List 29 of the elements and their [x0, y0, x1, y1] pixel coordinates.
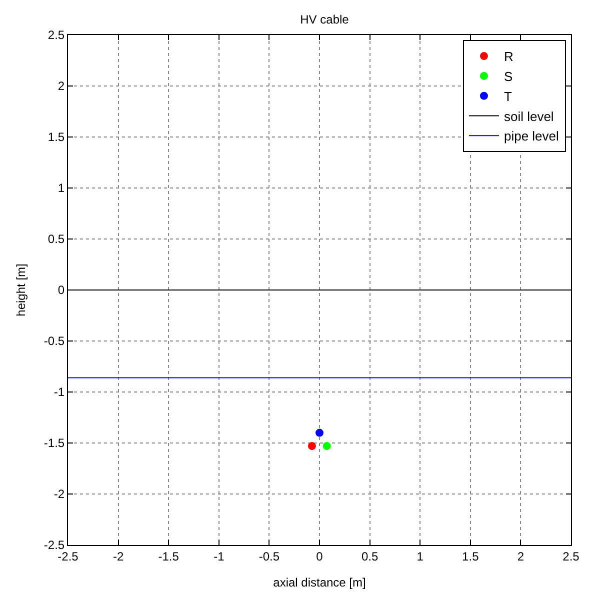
- x-tick-label: 2: [517, 549, 524, 564]
- legend-label: T: [504, 88, 512, 104]
- x-tick-label: -2: [112, 549, 124, 564]
- legend-label: soil level: [504, 108, 554, 124]
- y-tick-label: 2.5: [48, 28, 65, 42]
- x-tick-label: 0: [316, 549, 324, 564]
- legend-label: pipe level: [504, 128, 560, 144]
- y-tick-label: -2: [54, 487, 65, 502]
- x-tick-label: 1.5: [462, 549, 480, 564]
- y-tick-label: -1.5: [44, 436, 65, 450]
- y-tick-label: -1: [54, 385, 65, 400]
- y-tick-label: -0.5: [44, 334, 65, 348]
- x-tick-label: -1.5: [158, 549, 180, 564]
- x-tick-label: -0.5: [258, 549, 280, 564]
- x-axis-title: axial distance [m]: [273, 575, 366, 590]
- legend-label: R: [504, 49, 514, 64]
- legend-label: S: [504, 69, 513, 84]
- y-tick-label: -2.5: [44, 538, 65, 552]
- x-tick-label: 0.5: [361, 549, 378, 564]
- chart-title: HV cable: [300, 12, 350, 26]
- y-tick-label: 1.5: [48, 130, 65, 144]
- y-tick-label: 0.5: [48, 232, 65, 246]
- y-axis-title: height [m]: [14, 264, 28, 316]
- y-tick-label: 0: [58, 283, 65, 298]
- x-tick-label: -1: [214, 549, 225, 564]
- y-tick-label: 1: [58, 181, 65, 196]
- x-tick-label: 2.5: [562, 549, 580, 564]
- y-tick-label: 2: [58, 79, 65, 94]
- x-tick-label: 1: [416, 549, 424, 564]
